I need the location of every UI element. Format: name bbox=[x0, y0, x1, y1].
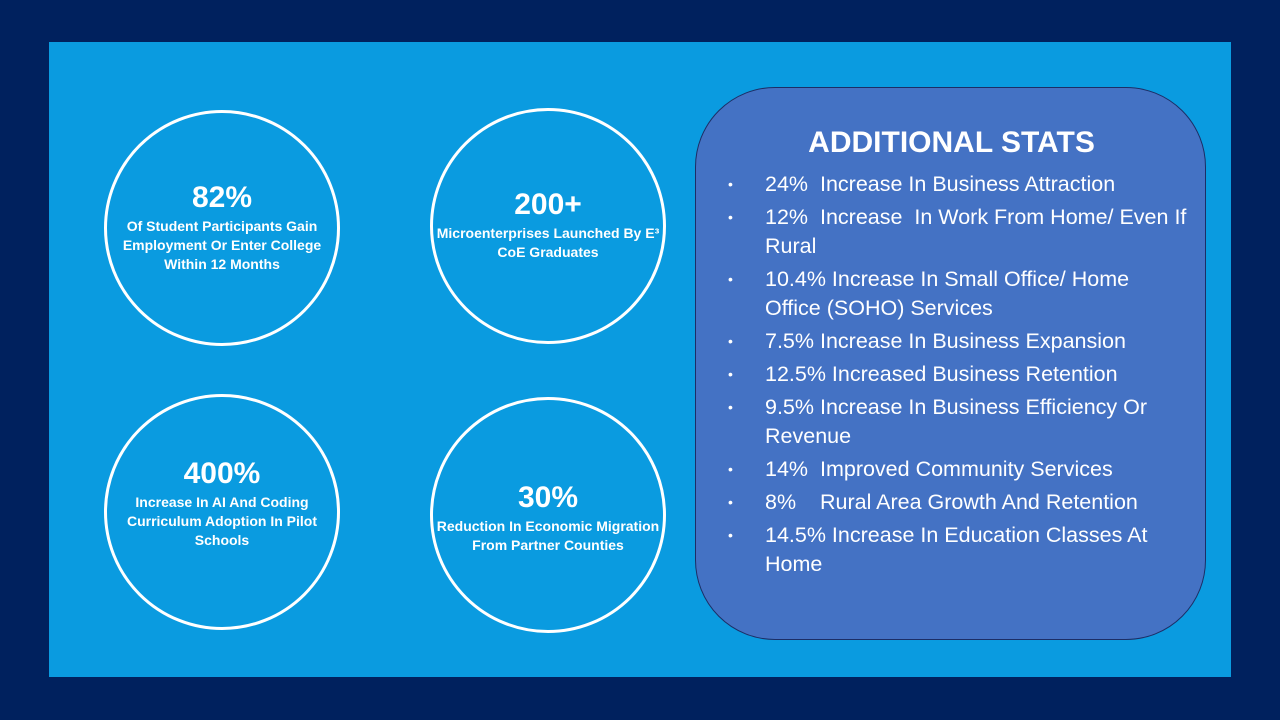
list-item-text: 8% Rural Area Growth And Retention bbox=[765, 490, 1138, 514]
stat-description: Microenterprises Launched By E³ CoE Grad… bbox=[436, 225, 660, 260]
stat-value: 30% bbox=[517, 481, 579, 514]
list-item-text: 10.4% Increase In Small Office/ Home Off… bbox=[765, 267, 1136, 320]
list-item: • 8% Rural Area Growth And Retention bbox=[728, 488, 1188, 517]
bullet-icon: • bbox=[728, 209, 733, 225]
list-item-text: 12.5% Increased Business Retention bbox=[765, 362, 1118, 386]
bullet-icon: • bbox=[728, 527, 733, 543]
list-item-text: 24% Increase In Business Attraction bbox=[765, 172, 1116, 196]
stat-value: 82% bbox=[191, 180, 253, 214]
list-item-text: 14% Improved Community Services bbox=[765, 457, 1113, 481]
bullet-icon: • bbox=[728, 494, 733, 510]
stat-value: 200+ bbox=[514, 188, 582, 221]
list-item-text: 14.5% Increase In Education Classes At H… bbox=[765, 523, 1154, 576]
bullet-icon: • bbox=[728, 333, 733, 349]
list-item: • 10.4% Increase In Small Office/ Home Of… bbox=[728, 265, 1188, 323]
stat-circle-ai-curriculum: 400% Increase In AI And Coding Curriculu… bbox=[104, 394, 340, 630]
list-item: • 14.5% Increase In Education Classes At … bbox=[728, 521, 1188, 579]
stat-value: 400% bbox=[183, 456, 261, 490]
stat-description: Reduction In Economic Migration From Par… bbox=[436, 518, 660, 553]
list-item-text: 7.5% Increase In Business Expansion bbox=[765, 329, 1126, 353]
list-item-text: 12% Increase In Work From Home/ Even If … bbox=[765, 205, 1193, 258]
list-item: • 9.5% Increase In Business Efficiency Or… bbox=[728, 393, 1188, 451]
list-item: • 24% Increase In Business Attraction bbox=[728, 170, 1188, 199]
additional-stats-box: ADDITIONAL STATS • 24% Increase In Busine… bbox=[695, 87, 1206, 640]
additional-stats-list: • 24% Increase In Business Attraction • 12… bbox=[728, 170, 1188, 583]
list-item: • 12% Increase In Work From Home/ Even If… bbox=[728, 203, 1188, 261]
bullet-icon: • bbox=[728, 271, 733, 287]
bullet-icon: • bbox=[728, 399, 733, 415]
stat-description: Increase In AI And Coding Curriculum Ado… bbox=[126, 493, 318, 548]
list-item: • 12.5% Increased Business Retention bbox=[728, 360, 1188, 389]
bullet-icon: • bbox=[728, 461, 733, 477]
bullet-icon: • bbox=[728, 176, 733, 192]
stat-description: Of Student Participants Gain Employment … bbox=[122, 217, 322, 272]
list-item: • 14% Improved Community Services bbox=[728, 455, 1188, 484]
bullet-icon: • bbox=[728, 366, 733, 382]
additional-stats-title: ADDITIONAL STATS bbox=[808, 126, 1095, 159]
list-item: • 7.5% Increase In Business Expansion bbox=[728, 327, 1188, 356]
list-item-text: 9.5% Increase In Business Efficiency Or … bbox=[765, 395, 1153, 448]
stat-circle-migration: 30% Reduction In Economic Migration From… bbox=[430, 397, 666, 633]
stat-circle-employment: 82% Of Student Participants Gain Employm… bbox=[104, 110, 340, 346]
stat-circle-microenterprises: 200+ Microenterprises Launched By E³ CoE… bbox=[430, 108, 666, 344]
